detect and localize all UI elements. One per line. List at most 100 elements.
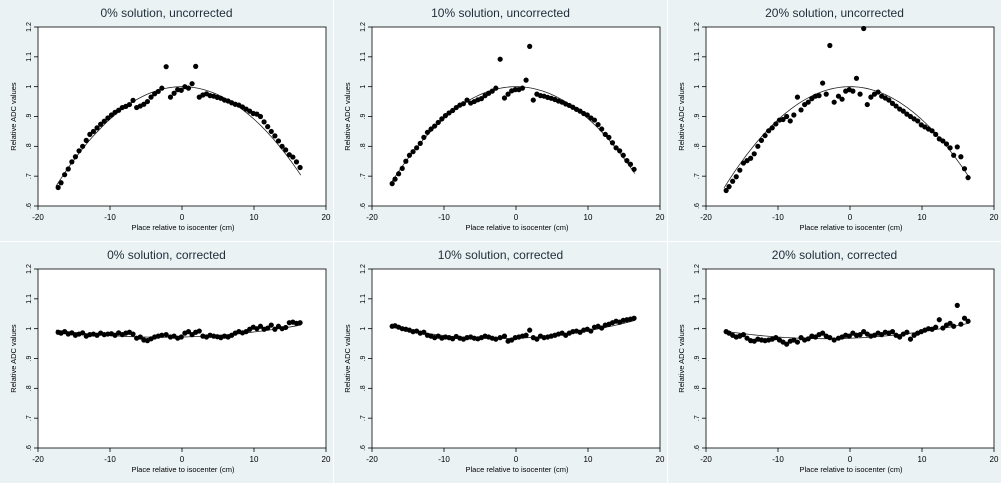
y-tick-label: 1 — [694, 327, 701, 331]
x-tick-label: -20 — [366, 213, 378, 222]
data-point — [80, 143, 86, 149]
y-tick-label: .9 — [694, 355, 701, 361]
data-point — [900, 108, 906, 114]
chart-plot: -20 -10 0 10 20 .6 .7 .8 .9 1 1.1 1.2 Place relative… — [343, 264, 665, 474]
data-point — [751, 151, 757, 157]
y-axis-label: Relative ADC values — [677, 82, 686, 151]
y-tick-label: 1.2 — [694, 22, 701, 32]
x-tick-label: 10 — [250, 455, 259, 464]
y-axis-label: Relative ADC values — [9, 324, 18, 393]
data-point — [171, 90, 177, 96]
y-tick-label: 1.2 — [360, 264, 367, 274]
chart-panel: 10% solution, corrected -20 -10 0 10 20 .6 .7.… — [334, 242, 667, 483]
x-tick-label: -20 — [366, 455, 378, 464]
data-point — [76, 148, 82, 154]
data-point — [864, 101, 870, 108]
data-point — [897, 334, 903, 340]
data-point — [620, 152, 626, 158]
x-tick-label: 20 — [322, 213, 331, 222]
data-point — [396, 171, 402, 177]
data-point — [787, 118, 793, 124]
data-point — [850, 88, 856, 94]
chart-title: 20% solution, uncorrected — [765, 6, 904, 20]
data-point — [410, 149, 416, 155]
data-point — [272, 326, 278, 332]
data-point — [90, 128, 97, 135]
data-point — [62, 172, 68, 178]
data-point — [780, 116, 786, 123]
data-point — [584, 112, 590, 118]
data-point — [148, 94, 154, 100]
data-point — [523, 77, 529, 83]
data-point — [141, 101, 147, 107]
data-point — [794, 339, 801, 345]
chart-plot: -20 -10 0 10 20 .6 .7 .8 .9 1 1.1 1.2 Place relative… — [9, 22, 331, 232]
chart-panel: 0% solution, corrected -20 -10 0 10 20 .6 .7 .8… — [0, 242, 333, 483]
y-tick-label: .9 — [694, 113, 701, 119]
y-tick-label: .9 — [26, 355, 33, 361]
data-point — [428, 126, 434, 132]
y-tick-label: 1.1 — [694, 52, 701, 62]
y-tick-label: .6 — [26, 445, 33, 451]
data-point — [965, 318, 971, 324]
data-point — [933, 131, 939, 137]
x-tick-label: -20 — [32, 213, 44, 222]
data-point — [435, 119, 441, 126]
x-tick-label: 0 — [848, 213, 853, 222]
data-point — [87, 131, 93, 137]
y-tick-label: .7 — [360, 415, 367, 421]
data-point — [762, 132, 768, 139]
data-point — [421, 329, 427, 335]
y-tick-label: 1.1 — [360, 294, 367, 304]
data-point — [889, 100, 896, 106]
data-point — [827, 42, 833, 49]
data-point — [167, 94, 174, 100]
x-axis-label: Place relative to isocenter (cm) — [132, 465, 235, 474]
data-point — [624, 158, 630, 164]
data-point — [816, 93, 822, 99]
data-point — [599, 126, 605, 132]
x-tick-label: 10 — [584, 455, 593, 464]
chart-plot: -20 -10 0 10 20 .6 .7 .8 .9 1 1.1 1.2 Place relative… — [9, 264, 331, 474]
y-tick-label: .8 — [694, 385, 701, 391]
data-point — [268, 322, 274, 328]
plot-area — [705, 26, 995, 207]
x-tick-label: 0 — [848, 455, 853, 464]
data-point — [159, 332, 165, 338]
chart-panel: 0% solution, uncorrected -20 -10 0 10 20 .6 .7… — [0, 0, 333, 241]
x-tick-label: 0 — [514, 213, 519, 222]
data-point — [530, 97, 536, 103]
data-point — [839, 96, 845, 102]
data-point — [432, 123, 438, 129]
plot-area — [37, 26, 327, 207]
data-point — [940, 325, 946, 331]
data-point — [501, 333, 508, 339]
y-tick-label: .7 — [26, 415, 33, 421]
data-point — [159, 85, 165, 91]
data-point — [501, 95, 508, 101]
x-tick-label: -10 — [104, 213, 116, 222]
data-point — [861, 25, 867, 32]
data-point — [126, 101, 133, 108]
data-point — [591, 117, 598, 123]
y-tick-label: .6 — [360, 445, 367, 451]
x-tick-label: -10 — [772, 213, 784, 222]
data-point — [265, 124, 271, 130]
data-point — [65, 166, 71, 172]
y-tick-label: .8 — [360, 143, 367, 149]
y-tick-label: .8 — [26, 143, 33, 149]
x-tick-label: 0 — [514, 455, 519, 464]
data-point — [748, 155, 754, 161]
data-point — [769, 125, 775, 131]
x-tick-label: -20 — [700, 455, 712, 464]
y-tick-label: 1 — [26, 327, 33, 331]
data-point — [961, 315, 968, 321]
x-axis-label: Place relative to isocenter (cm) — [800, 223, 903, 232]
data-point — [951, 152, 957, 158]
y-tick-label: .9 — [26, 113, 33, 119]
y-axis-label: Relative ADC values — [343, 82, 352, 151]
data-point — [268, 128, 274, 135]
data-point — [83, 137, 89, 143]
plot-area — [371, 268, 661, 449]
data-point — [55, 184, 61, 191]
